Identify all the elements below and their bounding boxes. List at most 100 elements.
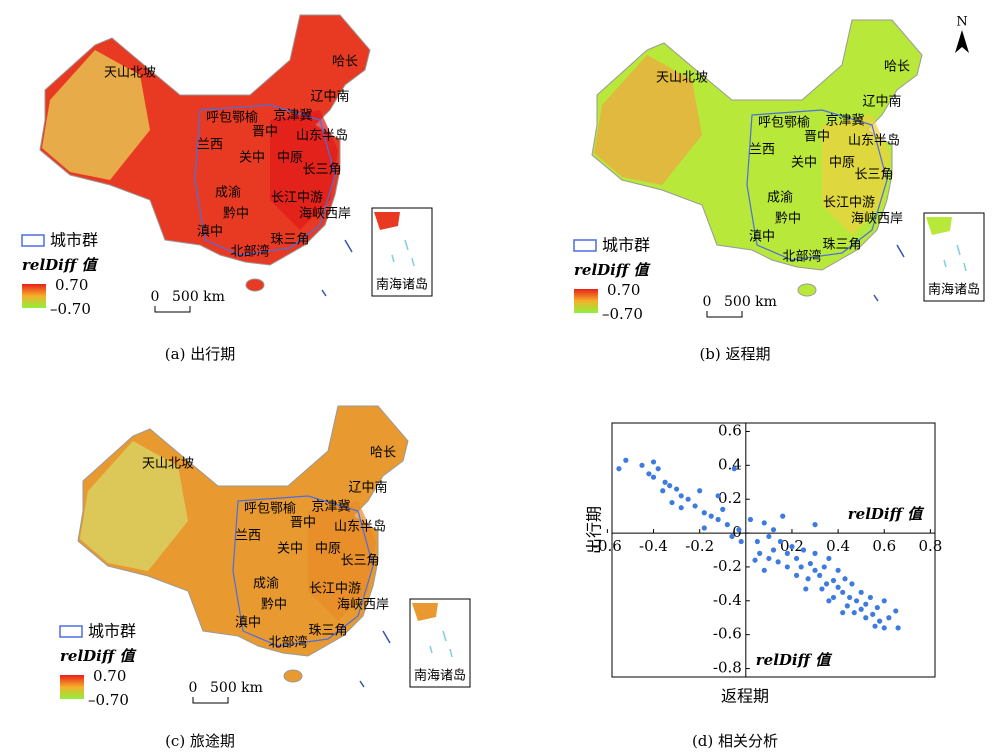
region-label: 滇中	[235, 616, 261, 631]
region-label: 兰西	[197, 138, 223, 153]
point	[895, 625, 901, 631]
island	[283, 669, 303, 683]
point	[789, 544, 795, 550]
region-label: 天山北坡	[104, 66, 156, 81]
y-tick-label: -0.2	[713, 557, 742, 575]
point	[793, 572, 800, 579]
region-label: 北部湾	[782, 249, 821, 265]
point	[701, 525, 707, 531]
region-patch	[308, 501, 376, 621]
scale-zero: 0	[189, 680, 198, 696]
point	[761, 520, 767, 526]
scale-zero: 0	[151, 289, 160, 305]
point	[835, 567, 841, 573]
point	[863, 601, 869, 607]
region-label: 京津冀	[273, 108, 312, 124]
x-tick-label: -0.4	[639, 537, 668, 555]
point	[616, 466, 622, 472]
region-label: 京津冀	[311, 499, 350, 515]
region-label: 黔中	[223, 207, 249, 222]
legend-swatch	[21, 234, 45, 247]
caption: (c) 旅途期	[165, 732, 235, 750]
annotation: relDiff 值	[756, 651, 833, 669]
legend-swatch	[59, 625, 83, 638]
point	[770, 547, 777, 553]
x-axis-label: 返程期	[721, 687, 769, 706]
region-label: 京津冀	[825, 113, 864, 129]
point	[639, 462, 645, 468]
region-label: 珠三角	[308, 624, 347, 639]
point	[669, 499, 675, 506]
point	[674, 486, 680, 492]
point	[766, 533, 772, 540]
region-label: 海峡西岸	[851, 212, 903, 227]
region-patch	[42, 50, 150, 180]
point	[807, 560, 814, 567]
point	[784, 550, 790, 556]
scale-label: 500 km	[724, 294, 777, 310]
point	[812, 567, 818, 573]
point	[692, 503, 698, 509]
inset-coast	[412, 603, 438, 621]
point	[858, 589, 864, 595]
point	[701, 510, 707, 516]
region-label: 成渝	[253, 576, 279, 592]
region-label: 辽中南	[310, 89, 349, 105]
y-tick-label: 0	[732, 523, 742, 541]
point	[881, 598, 887, 604]
point	[738, 538, 744, 545]
point	[660, 488, 666, 494]
region-label: 成渝	[215, 185, 241, 201]
region-label: 中原	[829, 156, 855, 171]
y-tick-label: 0.6	[718, 421, 742, 439]
point	[770, 527, 777, 533]
point	[793, 555, 800, 562]
legend-ramp	[574, 289, 598, 313]
point	[650, 459, 657, 465]
region-label: 呼包鄂榆	[758, 116, 810, 131]
region-label: 晋中	[290, 516, 316, 531]
point	[766, 555, 772, 562]
point	[724, 522, 730, 528]
point	[715, 493, 721, 499]
point	[823, 581, 830, 587]
x-tick-label: -0.2	[685, 537, 714, 555]
region-label: 珠三角	[822, 238, 861, 253]
region-patch	[594, 55, 702, 185]
cluster-outline	[746, 109, 888, 261]
point	[830, 594, 837, 601]
scale-bar	[154, 306, 191, 313]
scale-zero: 0	[703, 294, 712, 310]
region-label: 长江中游	[309, 582, 361, 597]
region-label: 辽中南	[862, 94, 901, 110]
point	[731, 466, 737, 472]
x-tick-label: 0.4	[826, 537, 850, 555]
point	[775, 559, 781, 565]
caption: (a) 出行期	[165, 345, 235, 363]
inset-label: 南海诸岛	[414, 668, 466, 684]
region-label: 海峡西岸	[337, 598, 389, 613]
caption: (d) 相关分析	[692, 732, 778, 750]
region-label: 山东半岛	[334, 519, 386, 535]
region-label: 呼包鄂榆	[206, 111, 258, 126]
legend-max: 0.70	[93, 667, 126, 685]
legend-group: 城市群	[50, 231, 98, 250]
legend-title: relDiff 值	[574, 261, 651, 279]
point	[662, 479, 668, 485]
point	[736, 527, 742, 533]
point	[840, 589, 846, 595]
region-label: 天山北坡	[656, 71, 708, 86]
region-label: 呼包鄂榆	[244, 502, 296, 517]
region-label: 天山北坡	[142, 457, 194, 472]
point	[729, 533, 735, 540]
point	[877, 618, 883, 624]
legend-ramp	[22, 284, 46, 308]
annotation: relDiff 值	[848, 505, 925, 523]
point	[800, 547, 807, 553]
point	[623, 457, 629, 463]
plot-frame	[611, 422, 936, 678]
region-label: 中原	[315, 542, 341, 557]
island	[245, 278, 265, 292]
inset-dots	[943, 244, 967, 272]
